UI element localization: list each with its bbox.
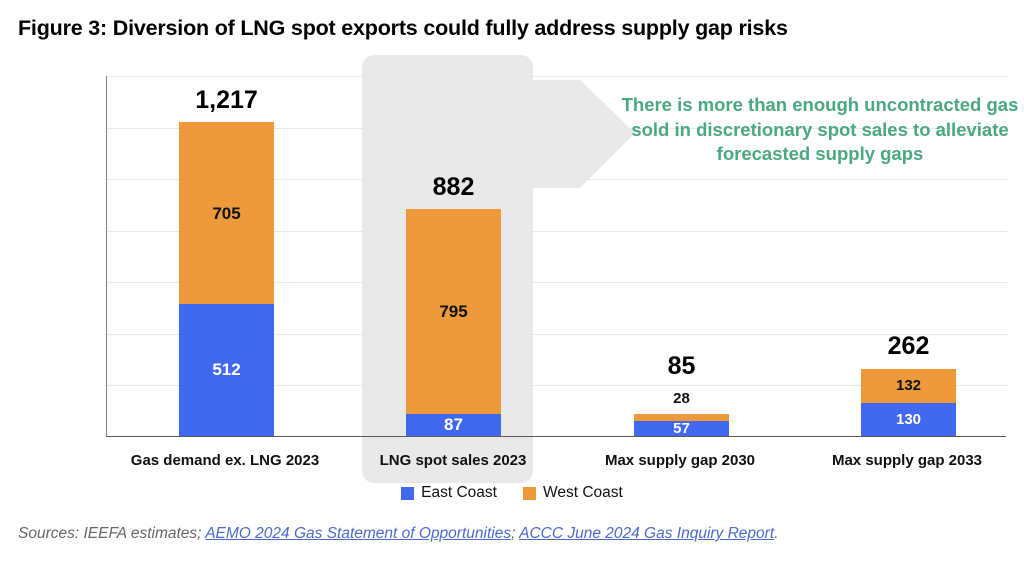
legend: East Coast West Coast (0, 484, 1024, 502)
gridline-800 (107, 230, 1007, 232)
bar-segment-west[interactable] (634, 414, 729, 422)
bar-group-gas-demand[interactable]: 1,217 705 512 (179, 86, 274, 436)
bar-group-lng-spot-sales[interactable]: 882 795 87 (406, 173, 501, 436)
annotation-callout-text: There is more than enough uncontracted g… (621, 94, 1019, 165)
x-axis-category-max-supply-gap-2030: Max supply gap 2030 (604, 452, 756, 469)
legend-item-east-coast[interactable]: East Coast (401, 484, 497, 502)
bar-group-max-supply-gap-2033[interactable]: 262 132 130 (861, 332, 956, 436)
bar-total-label: 882 (432, 172, 475, 201)
bar-segment-label-west: 795 (439, 301, 468, 321)
bar-segment-label-east: 130 (895, 410, 922, 428)
page-title: Figure 3: Diversion of LNG spot exports … (18, 16, 788, 40)
bar-segment-west[interactable]: 795 (406, 208, 501, 414)
bar-segment-label-west: 132 (895, 377, 922, 394)
gridline-200 (107, 385, 1007, 387)
gridline-1200 (107, 127, 1007, 129)
sources-separator: ; (511, 525, 516, 542)
sources-link-aemo[interactable]: AEMO 2024 Gas Statement of Opportunities (205, 525, 512, 542)
plot-area: 1,400 1,200 1,000 800 600 400 200 0 1,21… (106, 76, 1007, 437)
gridline-600 (107, 282, 1007, 284)
bar-segment-label-east: 87 (444, 415, 463, 435)
bar-segment-west[interactable]: 132 (861, 368, 956, 403)
sources-link-accc[interactable]: ACCC June 2024 Gas Inquiry Report (519, 525, 775, 542)
bar-segment-east[interactable]: 57 (634, 421, 729, 436)
bar-segment-label-west: 705 (212, 203, 241, 223)
sources-line: Sources: IEEFA estimates; AEMO 2024 Gas … (18, 525, 778, 543)
bar-segment-east[interactable]: 130 (861, 402, 956, 436)
callout-arrow-icon (520, 80, 635, 188)
legend-label-west: West Coast (542, 484, 623, 501)
bar-segment-label-east: 512 (212, 360, 241, 380)
bar-total-label: 85 (667, 352, 696, 381)
gridline-400 (107, 333, 1007, 335)
bar-segment-label-west: 28 (673, 390, 690, 408)
gridline-1000 (107, 179, 1007, 181)
legend-swatch-west-icon (522, 486, 536, 500)
legend-swatch-east-icon (401, 486, 415, 500)
legend-item-west-coast[interactable]: West Coast (522, 484, 623, 502)
legend-label-east: East Coast (421, 484, 497, 501)
bar-group-max-supply-gap-2030[interactable]: 85 28 57 (634, 352, 729, 436)
sources-suffix: . (774, 525, 779, 542)
bar-segment-east[interactable]: 512 (179, 303, 274, 436)
x-axis-category-lng-spot-sales: LNG spot sales 2023 (379, 452, 527, 469)
bar-segment-label-east: 57 (673, 420, 690, 438)
x-axis-category-max-supply-gap-2033: Max supply gap 2033 (831, 452, 983, 469)
bar-segment-east[interactable]: 87 (406, 413, 501, 436)
bar-total-label: 1,217 (195, 86, 258, 115)
bar-segment-west[interactable]: 705 (179, 122, 274, 304)
gridline-1400 (107, 76, 1007, 77)
sources-prefix: Sources: IEEFA estimates; (18, 525, 202, 542)
bar-total-label: 262 (887, 332, 930, 361)
x-axis-category-gas-demand: Gas demand ex. LNG 2023 (130, 452, 320, 469)
